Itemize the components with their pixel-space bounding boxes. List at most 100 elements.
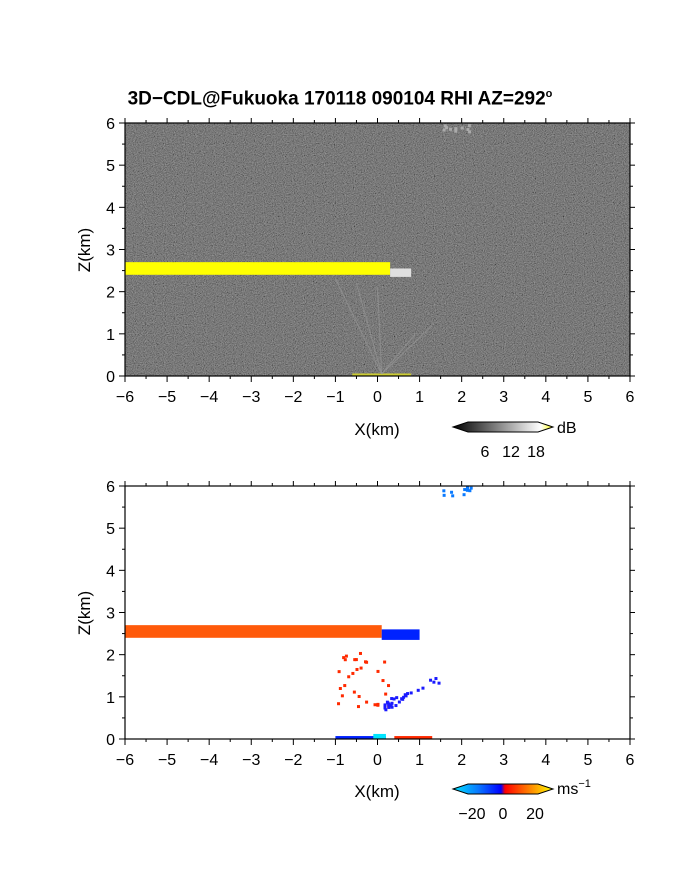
velocity-scatter-blue-point — [394, 704, 398, 708]
velocity-x-tick-label: 1 — [415, 752, 424, 769]
velocity-scatter-blue-point — [409, 691, 413, 695]
velocity-scatter-blue-point — [392, 697, 396, 701]
snr-y-tick-label: 1 — [106, 327, 115, 344]
velocity-scatter-blue-point — [429, 678, 433, 682]
snr-y-axis-title: Z(km) — [75, 228, 94, 272]
velocity-top-blue — [442, 486, 473, 498]
snr-top-echo-point — [468, 130, 472, 134]
velocity-scatter-red-point — [387, 684, 391, 688]
velocity-scatter-red-point — [355, 667, 359, 671]
velocity-scatter-red-point — [351, 671, 355, 675]
velocity-x-tick-label: −5 — [158, 752, 176, 769]
snr-y-tick-label: 5 — [106, 158, 115, 175]
snr-top-echo-point — [460, 126, 464, 130]
snr-top-echo-point — [467, 124, 471, 128]
velocity-scatter-red-point — [373, 703, 377, 707]
velocity-x-tick-label: −3 — [242, 752, 260, 769]
velocity-x-tick-label: 5 — [583, 752, 592, 769]
velocity-scatter-red-point — [352, 690, 356, 694]
velocity-x-tick-label: −4 — [200, 752, 218, 769]
snr-x-tick-label: −2 — [284, 389, 302, 406]
velocity-scatter-blue-point — [397, 700, 401, 704]
velocity-top-blue-point — [465, 488, 469, 492]
velocity-scatter-blue-point — [383, 703, 387, 707]
velocity-y-ticks: 0 1 2 3 4 5 6 — [106, 479, 635, 749]
snr-y-tick-label: 6 — [106, 116, 115, 133]
velocity-colorbar-bar — [451, 783, 555, 795]
velocity-scatter-red-point — [358, 651, 362, 655]
velocity-y-tick-label: 6 — [106, 479, 115, 496]
velocity-top-blue-point — [451, 494, 455, 498]
velocity-scatter-blue-point — [384, 708, 388, 712]
velocity-top-blue-point — [463, 488, 467, 492]
velocity-x-tick-label: 0 — [373, 752, 382, 769]
snr-colorbar-tick-6: 6 — [481, 444, 490, 461]
snr-y-tick-label: 3 — [106, 243, 115, 260]
velocity-colorbar-tick-0: 0 — [499, 806, 508, 823]
velocity-y-tick-label: 3 — [106, 606, 115, 623]
snr-beam-lines — [334, 278, 433, 375]
velocity-scatter-red-point — [383, 660, 387, 664]
velocity-y-tick-label: 0 — [106, 732, 115, 749]
snr-features — [125, 124, 472, 376]
snr-ground-echo — [352, 373, 412, 376]
velocity-scatter-red-point — [344, 654, 348, 658]
velocity-ground-blue — [335, 736, 386, 739]
velocity-features — [125, 486, 473, 739]
velocity-scatter-blue-point — [434, 677, 438, 681]
snr-top-echo-point — [449, 127, 453, 131]
velocity-scatter-blue-point — [432, 680, 436, 684]
snr-x-tick-label: −1 — [326, 389, 344, 406]
snr-y-tick-label: 0 — [106, 369, 115, 386]
velocity-top-blue-point — [469, 486, 473, 490]
velocity-scatter-red-point — [347, 675, 351, 679]
snr-colorbar-tick-12: 12 — [502, 444, 520, 461]
snr-x-tick-label: 1 — [415, 389, 424, 406]
velocity-scatter-blue-point — [403, 693, 407, 697]
velocity-x-tick-label: −2 — [284, 752, 302, 769]
snr-top-echo-point — [442, 128, 446, 132]
velocity-scatter-blue-point — [387, 702, 391, 706]
title-text: 3D−CDL@Fukuoka 170118 090104 RHI AZ=292 — [127, 88, 546, 110]
velocity-scatter-red-point — [381, 679, 385, 683]
velocity-x-tick-label: −1 — [326, 752, 344, 769]
velocity-y-axis-title: Z(km) — [75, 591, 94, 635]
velocity-x-axis-title: X(km) — [354, 782, 399, 801]
velocity-scatter-red-point — [376, 703, 380, 707]
velocity-y-tick-label: 4 — [106, 563, 115, 580]
velocity-scatter-blue-point — [421, 686, 425, 690]
velocity-scatter-red-point — [376, 669, 380, 673]
velocity-x-ticks: −6 −5 −4 −3 −2 −1 0 1 2 3 4 5 6 — [116, 481, 635, 769]
velocity-ground-red — [394, 736, 433, 739]
velocity-scatter-blue — [383, 677, 441, 712]
snr-beam-line — [381, 333, 416, 375]
velocity-colorbar: ms−1 −20 0 20 — [451, 778, 591, 823]
snr-x-tick-label: −3 — [242, 389, 260, 406]
snr-beam-line — [334, 278, 383, 375]
velocity-y-tick-label: 2 — [106, 648, 115, 665]
velocity-scatter-blue-point — [387, 705, 391, 709]
snr-y-ticks: 0 1 2 3 4 5 6 — [106, 116, 635, 386]
velocity-scatter-red-point — [359, 666, 363, 670]
snr-cloud-edge — [390, 268, 412, 277]
velocity-scatter-blue-point — [395, 696, 399, 700]
snr-noise — [125, 123, 630, 376]
velocity-cloud-layer-east — [381, 629, 420, 640]
velocity-scatter-red-point — [364, 660, 368, 664]
velocity-scatter-red-point — [384, 692, 388, 696]
velocity-scatter-red-point — [340, 694, 344, 698]
velocity-scatter-blue-point — [402, 695, 406, 699]
velocity-top-blue-point — [462, 493, 466, 497]
chart-title: 3D−CDL@Fukuoka 170118 090104 RHI AZ=292o — [0, 88, 680, 110]
snr-beam-line — [355, 283, 383, 375]
velocity-colorbar-unit-exp: −1 — [578, 778, 591, 790]
velocity-scatter-blue-point — [383, 706, 387, 710]
snr-x-tick-label: 0 — [373, 389, 382, 406]
snr-colorbar-tick-18: 18 — [527, 444, 545, 461]
snr-top-echo-point — [466, 128, 470, 132]
snr-x-tick-label: 2 — [457, 389, 466, 406]
velocity-scatter-red-point — [343, 658, 347, 662]
velocity-scatter-blue-point — [406, 692, 410, 696]
velocity-ground-cyan — [373, 733, 386, 739]
snr-x-axis-title: X(km) — [354, 420, 399, 439]
